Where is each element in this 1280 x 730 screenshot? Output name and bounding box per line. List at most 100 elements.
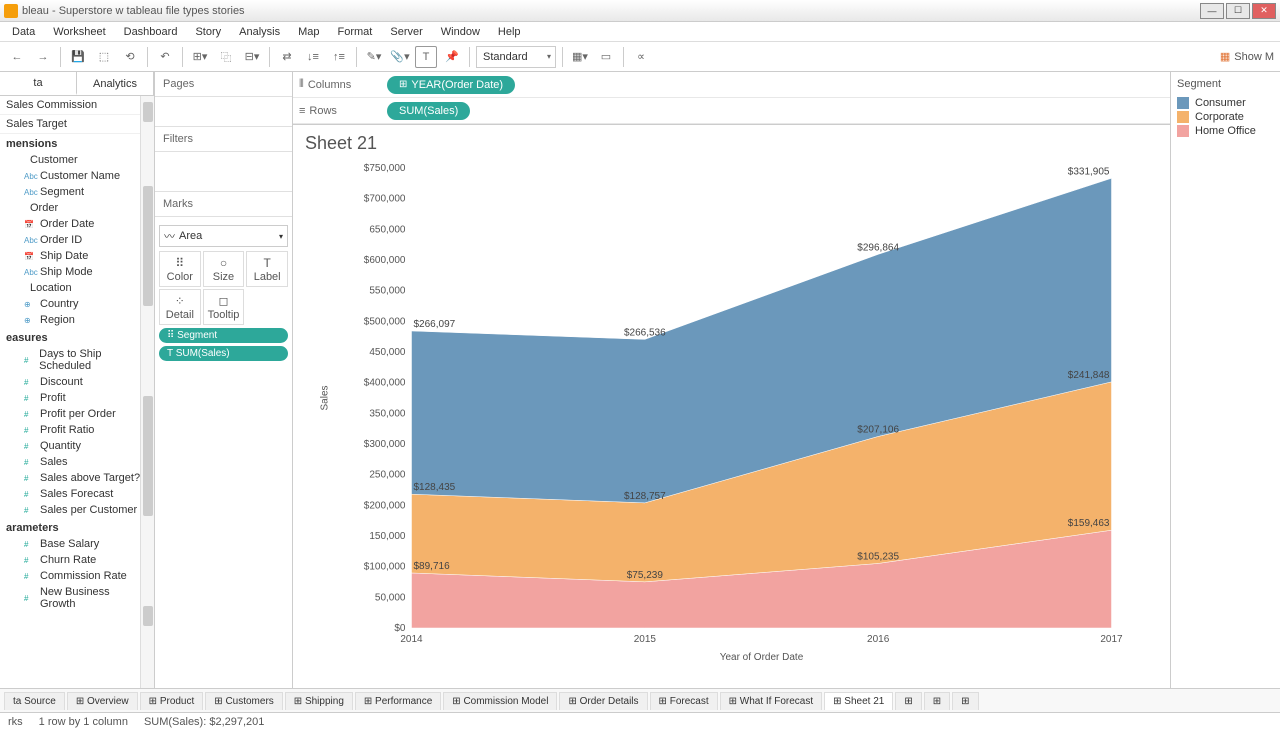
schema-scrollbar[interactable] (140, 96, 154, 688)
sheet-tab[interactable]: ⊞ Sheet 21 (824, 692, 893, 710)
legend-item[interactable]: Home Office (1177, 124, 1274, 138)
menu-data[interactable]: Data (4, 24, 43, 40)
field-item[interactable]: #Sales per Customer (0, 502, 154, 518)
sort-asc-button[interactable]: ↓≡ (302, 46, 324, 68)
sheet-tab[interactable]: ⊞ Commission Model (443, 692, 557, 710)
svg-text:550,000: 550,000 (369, 286, 406, 297)
field-item[interactable]: #Profit per Order (0, 406, 154, 422)
sheet-title[interactable]: Sheet 21 (305, 133, 1158, 154)
sheet-tab[interactable]: ⊞ Customers (205, 692, 283, 710)
field-item[interactable]: Order (0, 200, 154, 216)
menu-dashboard[interactable]: Dashboard (116, 24, 186, 40)
field-item[interactable]: #Sales (0, 454, 154, 470)
new-datasource-button[interactable]: ⬚ (93, 46, 115, 68)
field-item[interactable]: #Base Salary (0, 536, 154, 552)
menu-map[interactable]: Map (290, 24, 327, 40)
rows-pill[interactable]: SUM(Sales) (387, 102, 470, 120)
minimize-button[interactable]: ― (1200, 3, 1224, 19)
new-story-button[interactable]: ⊞ (952, 692, 978, 710)
sheet-tab[interactable]: ta Source (4, 692, 65, 710)
field-item[interactable]: AbcSegment (0, 184, 154, 200)
pages-shelf[interactable] (155, 97, 292, 127)
columns-shelf[interactable]: ⦀Columns ⊞ YEAR(Order Date) (293, 72, 1170, 98)
filters-shelf[interactable] (155, 152, 292, 192)
field-item[interactable]: #Profit Ratio (0, 422, 154, 438)
close-button[interactable]: ✕ (1252, 3, 1276, 19)
columns-pill[interactable]: ⊞ YEAR(Order Date) (387, 76, 515, 94)
field-item[interactable]: Customer (0, 152, 154, 168)
field-item[interactable]: #Churn Rate (0, 552, 154, 568)
legend-item[interactable]: Corporate (1177, 110, 1274, 124)
sheet-tab[interactable]: ⊞ What If Forecast (720, 692, 823, 710)
menu-worksheet[interactable]: Worksheet (45, 24, 113, 40)
new-sheet-button[interactable]: ⊞▾ (189, 46, 211, 68)
field-item[interactable]: AbcShip Mode (0, 264, 154, 280)
data-tab[interactable]: ta (0, 72, 77, 95)
field-item[interactable]: AbcCustomer Name (0, 168, 154, 184)
sort-desc-button[interactable]: ↑≡ (328, 46, 350, 68)
menu-story[interactable]: Story (187, 24, 229, 40)
field-item[interactable]: 📅Order Date (0, 216, 154, 232)
mark-type-dropdown[interactable]: 〰 Area (159, 225, 288, 247)
group-button[interactable]: 📎▾ (389, 46, 411, 68)
sheet-tab[interactable]: ⊞ Shipping (285, 692, 353, 710)
sheet-tab[interactable]: ⊞ Overview (67, 692, 138, 710)
menu-format[interactable]: Format (330, 24, 381, 40)
field-item[interactable]: ⊕Region (0, 312, 154, 328)
labels-button[interactable]: T (415, 46, 437, 68)
mark-label[interactable]: TLabel (246, 251, 288, 287)
menu-help[interactable]: Help (490, 24, 529, 40)
menu-window[interactable]: Window (433, 24, 488, 40)
mark-detail[interactable]: ⁘Detail (159, 289, 201, 325)
mark-pill[interactable]: T SUM(Sales) (159, 346, 288, 361)
swap-button[interactable]: ⇄ (276, 46, 298, 68)
forward-button[interactable]: → (32, 46, 54, 68)
menu-server[interactable]: Server (382, 24, 430, 40)
fit-dropdown[interactable]: Standard (476, 46, 556, 68)
maximize-button[interactable]: ☐ (1226, 3, 1250, 19)
mark-color[interactable]: ⠿Color (159, 251, 201, 287)
field-item[interactable]: AbcOrder ID (0, 232, 154, 248)
sheet-tab[interactable]: ⊞ Forecast (650, 692, 718, 710)
chart[interactable]: $050,000$100,000150,000$200,000250,000$3… (305, 158, 1158, 668)
sheet-tab[interactable]: ⊞ Performance (355, 692, 441, 710)
field-item[interactable]: #Discount (0, 374, 154, 390)
mark-size[interactable]: ○Size (203, 251, 245, 287)
mark-pill[interactable]: ⠿ Segment (159, 328, 288, 343)
new-sheet-button[interactable]: ⊞ (895, 692, 921, 710)
share-button[interactable]: ∝ (630, 46, 652, 68)
sheet-tab[interactable]: ⊞ Product (140, 692, 204, 710)
svg-text:$89,716: $89,716 (414, 561, 451, 572)
show-me-button[interactable]: ▦Show M (1220, 50, 1274, 63)
menu-analysis[interactable]: Analysis (231, 24, 288, 40)
sheet-tab[interactable]: ⊞ Order Details (559, 692, 647, 710)
show-cards-button[interactable]: ▦▾ (569, 46, 591, 68)
duplicate-button[interactable]: ⿻ (215, 46, 237, 68)
field-item[interactable]: #Quantity (0, 438, 154, 454)
field-item[interactable]: 📅Ship Date (0, 248, 154, 264)
field-item[interactable]: #Commission Rate (0, 568, 154, 584)
save-button[interactable]: 💾 (67, 46, 89, 68)
legend-item[interactable]: Consumer (1177, 96, 1274, 110)
refresh-button[interactable]: ⟲ (119, 46, 141, 68)
legend-pane: Segment ConsumerCorporateHome Office (1170, 72, 1280, 688)
field-item[interactable]: #Profit (0, 390, 154, 406)
datasource-item[interactable]: Sales Commission (0, 96, 154, 115)
pin-button[interactable]: 📌 (441, 46, 463, 68)
datasource-item[interactable]: Sales Target (0, 115, 154, 134)
field-item[interactable]: ⊕Country (0, 296, 154, 312)
undo-button[interactable]: ↶ (154, 46, 176, 68)
field-item[interactable]: #Days to Ship Scheduled (0, 346, 154, 374)
field-item[interactable]: #Sales Forecast (0, 486, 154, 502)
analytics-tab[interactable]: Analytics (77, 72, 154, 95)
field-item[interactable]: #Sales above Target? (0, 470, 154, 486)
clear-button[interactable]: ⊟▾ (241, 46, 263, 68)
new-dashboard-button[interactable]: ⊞ (924, 692, 950, 710)
highlight-button[interactable]: ✎▾ (363, 46, 385, 68)
mark-tooltip[interactable]: ◻Tooltip (203, 289, 245, 325)
rows-shelf[interactable]: ≡Rows SUM(Sales) (293, 98, 1170, 124)
back-button[interactable]: ← (6, 46, 28, 68)
field-item[interactable]: Location (0, 280, 154, 296)
field-item[interactable]: #New Business Growth (0, 584, 154, 612)
presentation-button[interactable]: ▭ (595, 46, 617, 68)
